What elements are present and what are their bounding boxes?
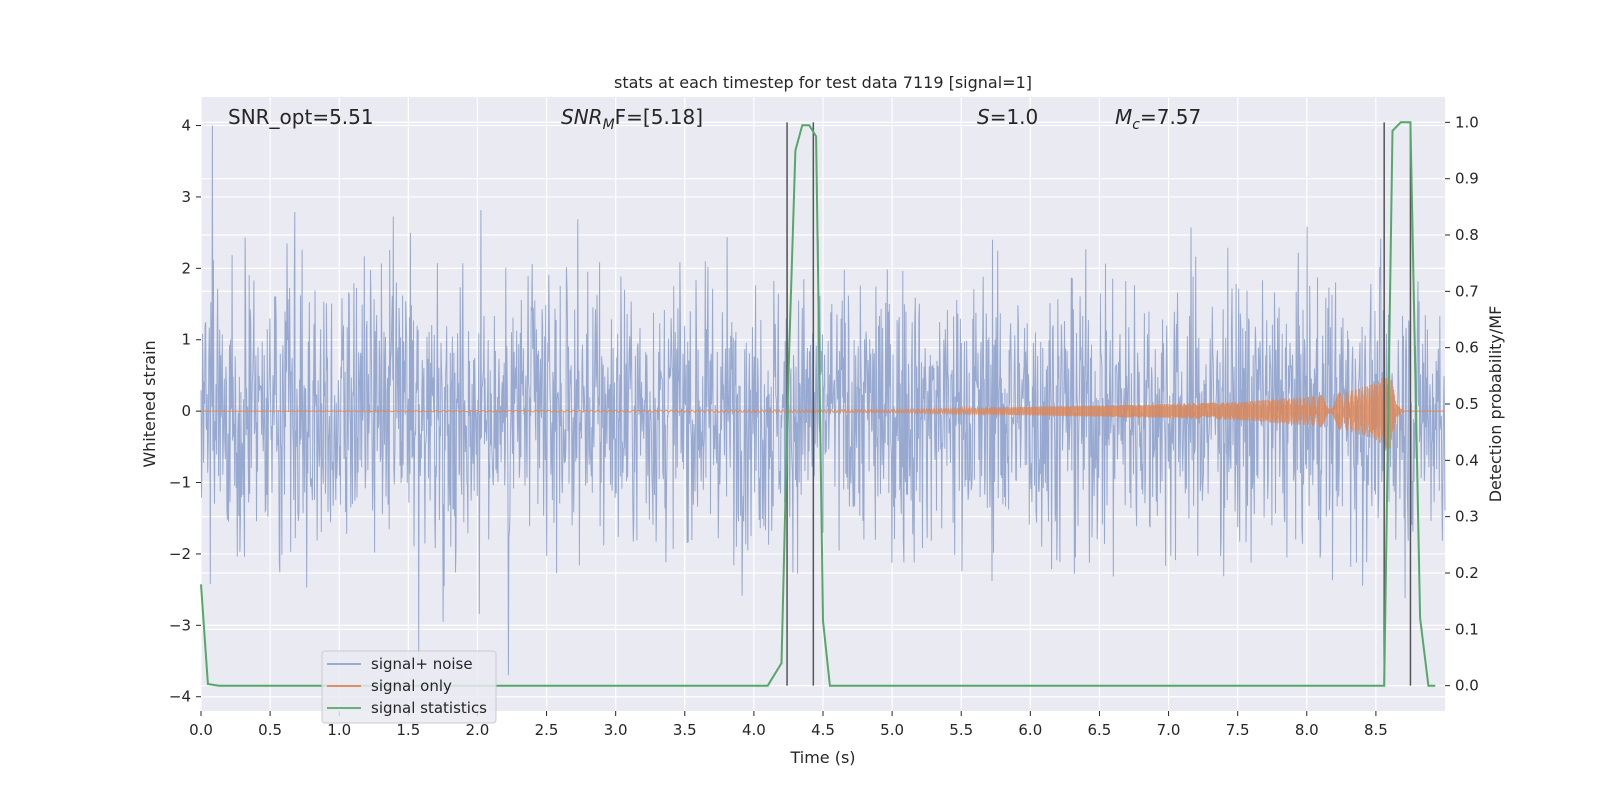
- x-tick-label: 3.0: [604, 721, 628, 739]
- x-axis-label: Time (s): [789, 748, 855, 767]
- signal-statistics-line: [200, 121, 1436, 687]
- x-tick-label: 6.5: [1088, 721, 1112, 739]
- y-ticks: −4 −3 −2 −1 0 1 2 3 4: [169, 117, 201, 706]
- x-tick-label: 2.0: [466, 721, 490, 739]
- annotation-mc-sub: c: [1132, 117, 1140, 133]
- y2-tick-label: 0.4: [1455, 451, 1479, 469]
- x-tick-label: 4.0: [742, 721, 766, 739]
- legend-label-signal-noise: signal+ noise: [371, 655, 473, 673]
- y-tick-label: 4: [181, 117, 191, 135]
- x-tick-label: 7.5: [1226, 721, 1250, 739]
- y2-tick-label: 0.1: [1455, 620, 1479, 638]
- y2-tick-label: 1.0: [1455, 113, 1479, 131]
- x-tick-label: 1.0: [327, 721, 351, 739]
- y-tick-label: 1: [181, 331, 191, 349]
- y-axis-label: Whitened strain: [140, 340, 159, 467]
- y-tick-label: 3: [181, 188, 191, 206]
- y2-tick-label: 0.3: [1455, 508, 1479, 526]
- x-tick-label: 1.5: [396, 721, 420, 739]
- y-tick-label: 2: [181, 259, 191, 277]
- x-tick-label: 8.0: [1295, 721, 1319, 739]
- legend: signal+ noise signal only signal statist…: [321, 650, 497, 724]
- x-tick-label: 0.0: [189, 721, 213, 739]
- y2-tick-label: 0.8: [1455, 226, 1479, 244]
- annotation-snr-opt: SNR_opt=5.51: [228, 105, 374, 129]
- series-signal-only: [201, 375, 1445, 450]
- x-tick-label: 5.0: [880, 721, 904, 739]
- y2-ticks: 0.0 0.1 0.2 0.3 0.4 0.5 0.6 0.7 0.8 0.9 1.0: [1445, 113, 1479, 695]
- y2-axis-label: Detection probability/MF: [1486, 306, 1505, 503]
- series-signal-statistics: [200, 121, 1436, 687]
- y-tick-label: −4: [169, 688, 191, 706]
- y2-tick-label: 0.0: [1455, 677, 1479, 695]
- x-tick-label: 6.0: [1018, 721, 1042, 739]
- annotation-snr-mf-main: SNR: [561, 105, 603, 129]
- x-tick-label: 3.5: [673, 721, 697, 739]
- y-tick-label: −3: [169, 616, 191, 634]
- annotation-mc-rest: =7.57: [1140, 105, 1201, 129]
- series-signal-noise: [200, 125, 1446, 676]
- x-tick-label: 0.5: [258, 721, 282, 739]
- y2-tick-label: 0.6: [1455, 339, 1479, 357]
- y2-tick-label: 0.7: [1455, 282, 1479, 300]
- annotation-s-rest: =1.0: [990, 105, 1039, 129]
- y2-tick-label: 0.2: [1455, 564, 1479, 582]
- y2-tick-label: 0.9: [1455, 170, 1479, 188]
- annotation-snr-mf-rest: F=[5.18]: [615, 105, 703, 129]
- x-tick-label: 7.0: [1157, 721, 1181, 739]
- annotation-snr-mf-sub: M: [603, 117, 615, 133]
- annotation-snr-mf: SNRMF=[5.18]: [561, 105, 703, 133]
- legend-label-signal-statistics: signal statistics: [371, 699, 487, 717]
- y2-tick-label: 0.5: [1455, 395, 1479, 413]
- x-tick-label: 2.5: [535, 721, 559, 739]
- x-tick-label: 5.5: [949, 721, 973, 739]
- y-tick-label: −1: [169, 474, 191, 492]
- y-tick-label: −2: [169, 545, 191, 563]
- annotation-mc-var: M: [1115, 105, 1132, 129]
- y-tick-label: 0: [181, 402, 191, 420]
- annotation-s: S=1.0: [977, 105, 1038, 129]
- annotation-s-var: S: [977, 105, 990, 129]
- signal-only-line: [201, 375, 1445, 450]
- chart-title: stats at each timestep for test data 711…: [614, 73, 1032, 92]
- legend-box: [321, 650, 497, 724]
- x-ticks: 0.0 0.5 1.0 1.5 2.0 2.5 3.0 3.5 4.0 4.5 5.0 5.5 6.0 6…: [189, 711, 1388, 739]
- legend-label-signal-only: signal only: [371, 677, 452, 695]
- signal-noise-line: [200, 125, 1446, 676]
- annotation-mc: Mc=7.57: [1115, 105, 1201, 133]
- x-tick-label: 4.5: [811, 721, 835, 739]
- x-tick-label: 8.5: [1364, 721, 1388, 739]
